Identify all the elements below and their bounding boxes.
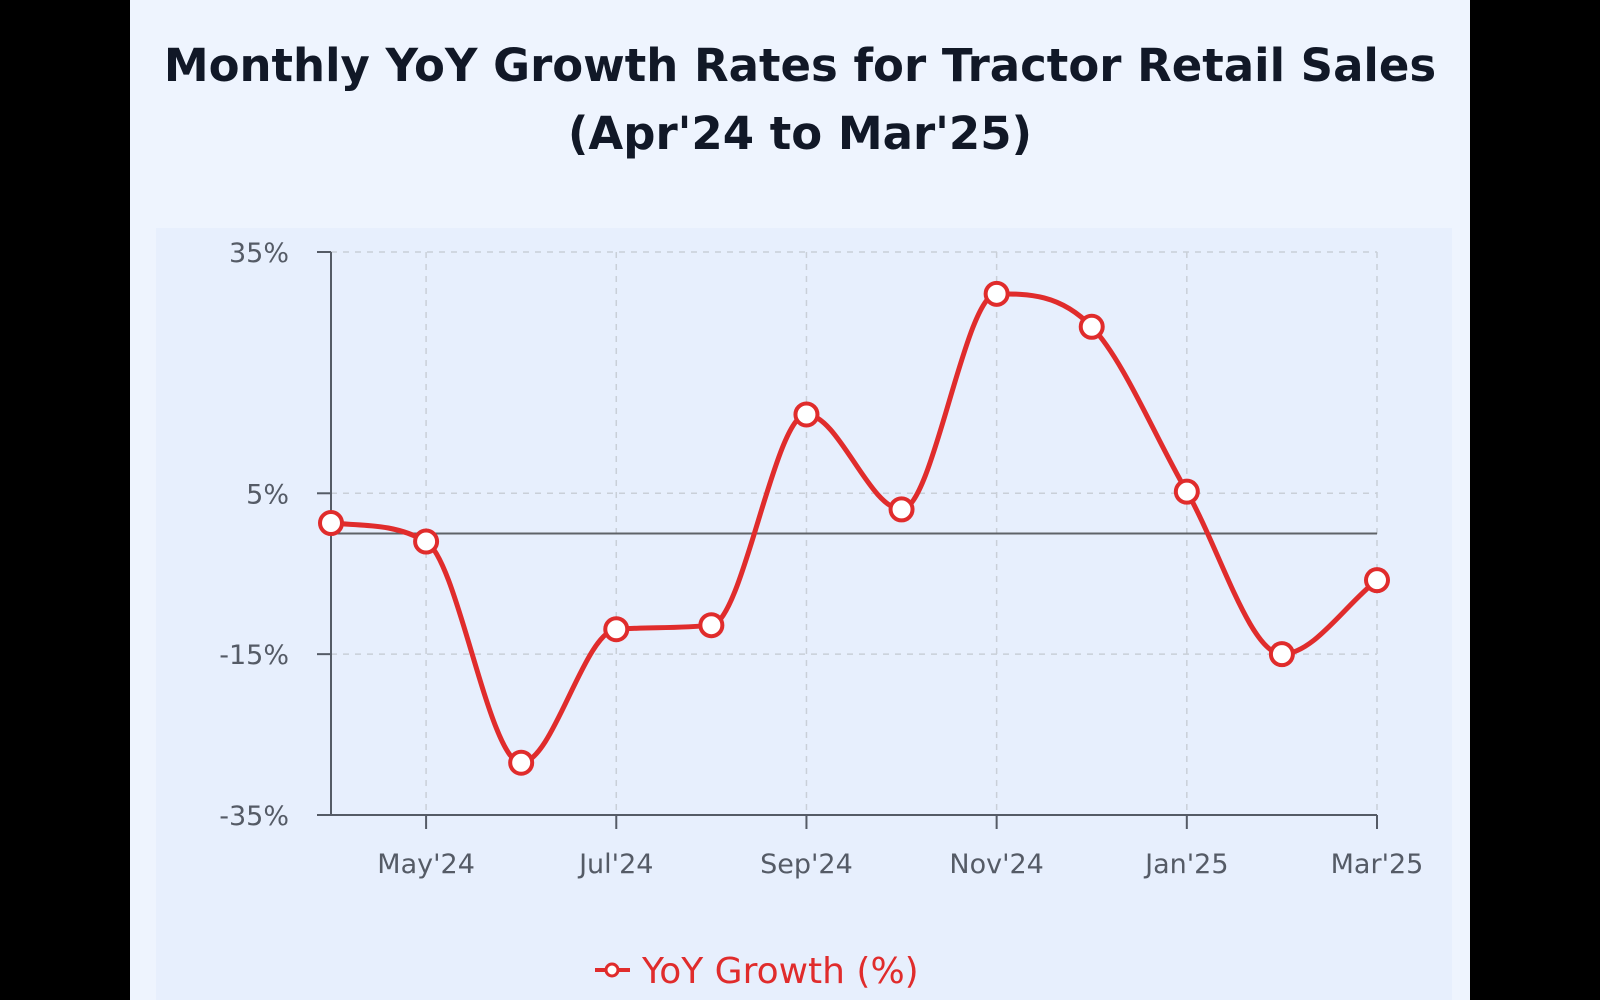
series-line (330, 291, 1379, 766)
series-group (318, 280, 1390, 776)
data-point[interactable] (1173, 478, 1200, 505)
y-tick-label: -35% (219, 801, 289, 832)
y-tick-label: -15% (219, 640, 289, 671)
y-axis-ticks: 35% 5% -15% -35% (219, 238, 331, 832)
data-point[interactable] (1078, 313, 1105, 340)
data-point[interactable] (698, 612, 725, 639)
data-point[interactable] (983, 280, 1010, 307)
axes (330, 252, 1377, 816)
data-point[interactable] (888, 496, 915, 523)
data-point[interactable] (1364, 567, 1390, 594)
legend-marker-icon (604, 962, 620, 978)
chart-title: Monthly YoY Growth Rates for Tractor Ret… (130, 32, 1470, 168)
data-point[interactable] (603, 616, 630, 643)
chart-title-line2: (Apr'24 to Mar'25) (567, 107, 1033, 160)
x-tick-label: Sep'24 (760, 849, 853, 880)
chart-title-line1: Monthly YoY Growth Rates for Tractor Ret… (163, 39, 1437, 92)
x-tick-label: Jan'25 (1143, 849, 1228, 880)
data-point[interactable] (413, 528, 440, 555)
data-point[interactable] (1268, 641, 1295, 668)
data-point[interactable] (793, 401, 820, 428)
data-point[interactable] (508, 749, 535, 776)
x-tick-label: May'24 (377, 849, 475, 880)
legend-label: YoY Growth (%) (641, 951, 919, 992)
x-axis-ticks: May'24 Jul'24 Sep'24 Nov'24 Jan'25 Mar'25 (377, 815, 1423, 880)
y-tick-label: 5% (246, 479, 289, 510)
data-point[interactable] (318, 510, 344, 537)
x-tick-label: Jul'24 (577, 849, 653, 880)
x-tick-label: Mar'25 (1331, 849, 1424, 880)
x-tick-label: Nov'24 (949, 849, 1043, 880)
y-tick-label: 35% (229, 238, 289, 269)
plot-area-background (156, 228, 1452, 1000)
legend[interactable]: YoY Growth (%) (595, 951, 919, 992)
